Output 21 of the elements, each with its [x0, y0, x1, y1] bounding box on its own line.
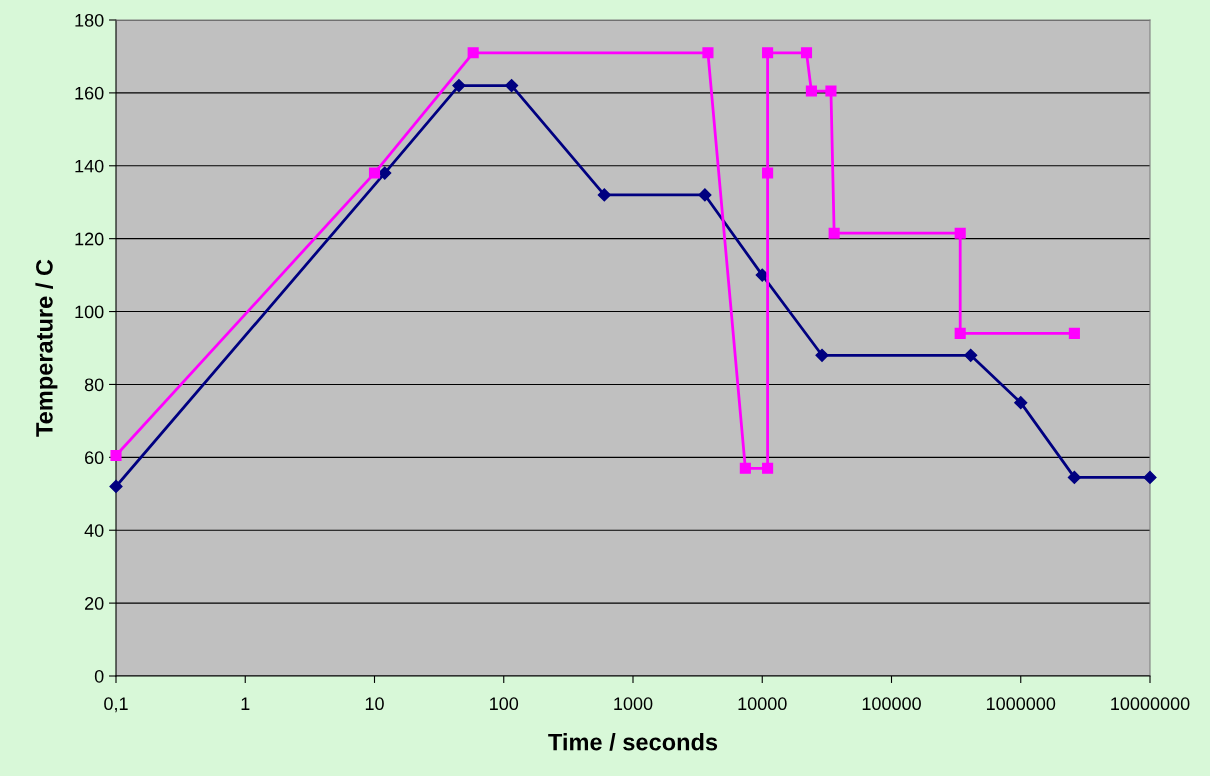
x-axis-title: Time / seconds — [548, 733, 718, 751]
y-tick-label: 160 — [75, 86, 104, 100]
x-tick-label: 10 — [365, 697, 384, 711]
x-tick-label: 1000000 — [986, 697, 1056, 711]
y-tick-label: 80 — [84, 378, 104, 392]
y-tick-label: 0 — [94, 669, 104, 683]
y-tick-label: 60 — [85, 451, 104, 465]
y-tick-label: 40 — [84, 524, 104, 537]
y-tick-label: 100 — [75, 305, 104, 319]
x-tick-label: 10000 — [738, 697, 787, 711]
y-tick-label: 140 — [75, 159, 104, 173]
x-tick-label: 10000000 — [1111, 697, 1190, 711]
y-axis-title: Temperature / C — [35, 259, 58, 437]
x-tick-label: 1000 — [614, 697, 653, 711]
x-tick-label: 100 — [490, 697, 519, 711]
x-tick-label: 100000 — [862, 697, 921, 711]
x-tick-label: 0,1 — [104, 697, 128, 713]
y-tick-label: 120 — [75, 232, 104, 246]
y-tick-label: 20 — [85, 597, 104, 610]
y-tick-label: 180 — [75, 13, 104, 27]
x-tick-label: 1 — [241, 697, 250, 710]
